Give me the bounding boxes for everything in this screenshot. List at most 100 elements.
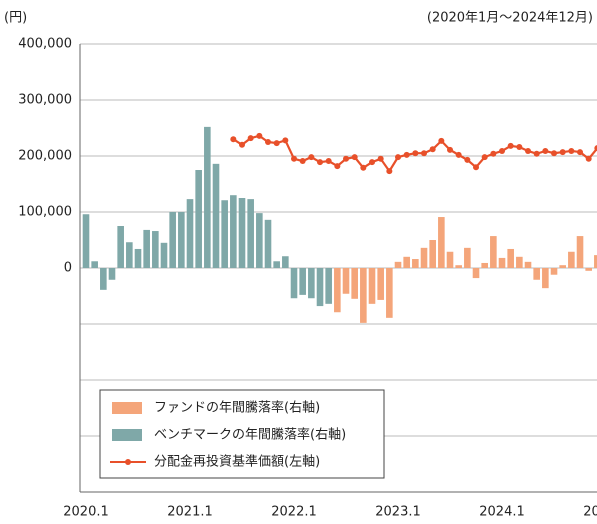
bar: [204, 126, 211, 268]
line-point: [334, 163, 341, 170]
line-point: [395, 154, 402, 161]
line-point: [507, 142, 514, 149]
line-point: [525, 147, 532, 154]
legend-label: ファンドの年間騰落率(右軸): [154, 400, 320, 416]
bar: [377, 268, 384, 300]
x-tick-label: 2024.1: [479, 505, 525, 520]
y-tick-label: 400,000: [18, 37, 72, 52]
line-point: [421, 150, 428, 157]
bar: [576, 236, 584, 268]
line-point: [551, 150, 558, 157]
bar: [160, 242, 168, 268]
bar: [568, 251, 575, 268]
x-tick-label: 2020.1: [63, 505, 109, 520]
line-point: [256, 132, 263, 139]
bar: [472, 268, 480, 279]
line-point: [386, 168, 393, 175]
bar: [516, 256, 523, 268]
x-tick-label: 2025.1: [583, 505, 597, 520]
line-point: [542, 147, 549, 154]
period-label: (2020年1月～2024年12月): [427, 11, 593, 26]
bar: [334, 268, 341, 313]
bar: [550, 268, 558, 275]
bar: [594, 255, 597, 268]
line-point: [325, 158, 332, 165]
bar: [238, 198, 246, 268]
line-point: [247, 135, 254, 142]
line-point: [369, 159, 376, 166]
bar: [351, 268, 358, 299]
bar: [186, 199, 194, 268]
line-point: [282, 137, 289, 144]
legend-swatch: [125, 459, 131, 465]
bar: [386, 268, 393, 318]
bar: [585, 268, 592, 271]
bar: [212, 163, 220, 268]
bar: [230, 195, 237, 268]
y-tick-label: 0: [64, 261, 72, 276]
bar: [342, 268, 350, 294]
line-point: [533, 150, 540, 157]
bar: [100, 268, 107, 290]
x-tick-label: 2022.1: [271, 505, 317, 520]
line-point: [308, 154, 315, 161]
bar: [221, 200, 228, 268]
line-point: [499, 147, 506, 154]
y-tick-label: 200,000: [18, 149, 72, 164]
line-point: [577, 149, 584, 156]
line-point: [291, 155, 298, 162]
legend-box: [99, 389, 385, 479]
bar: [438, 217, 445, 268]
bar: [490, 236, 497, 268]
bar: [247, 199, 254, 268]
unit-label: (円): [4, 11, 27, 26]
bar: [498, 257, 506, 268]
line-point: [351, 154, 358, 161]
bar: [507, 248, 514, 268]
bar: [256, 213, 263, 268]
bar: [481, 262, 488, 268]
line-point: [317, 159, 324, 166]
line-point: [412, 150, 419, 157]
bar: [299, 268, 306, 295]
line-point: [559, 149, 566, 156]
line-point: [455, 151, 462, 158]
line-point: [516, 144, 523, 151]
line-point: [481, 154, 488, 161]
bar: [412, 259, 419, 268]
bar: [273, 261, 280, 268]
bar: [82, 214, 90, 268]
bar: [524, 261, 532, 268]
legend-label: ベンチマークの年間騰落率(右軸): [154, 427, 346, 443]
line-point: [585, 155, 592, 162]
bar: [464, 247, 471, 268]
bar: [316, 268, 324, 307]
bar: [152, 231, 159, 268]
bar: [420, 247, 428, 268]
bar: [117, 226, 124, 268]
line-point: [239, 141, 246, 148]
bar: [368, 268, 376, 304]
bar: [403, 256, 410, 268]
bar: [290, 268, 298, 299]
bar: [533, 268, 540, 280]
line-point: [464, 156, 471, 163]
line-point: [403, 151, 410, 158]
legend-swatch: [112, 429, 142, 441]
bar: [542, 268, 549, 289]
line-point: [429, 146, 436, 153]
x-tick-label: 2023.1: [375, 505, 421, 520]
bar: [91, 261, 98, 268]
line-point: [447, 146, 454, 153]
bar: [446, 251, 454, 268]
bar: [455, 265, 462, 268]
line-point: [490, 150, 497, 157]
line-point: [343, 155, 350, 162]
bar: [264, 219, 272, 268]
bar: [195, 170, 202, 268]
legend-label: 分配金再投資基準価額(左軸): [154, 454, 320, 470]
bar: [360, 268, 367, 323]
bar: [394, 261, 402, 268]
bar: [143, 229, 150, 268]
